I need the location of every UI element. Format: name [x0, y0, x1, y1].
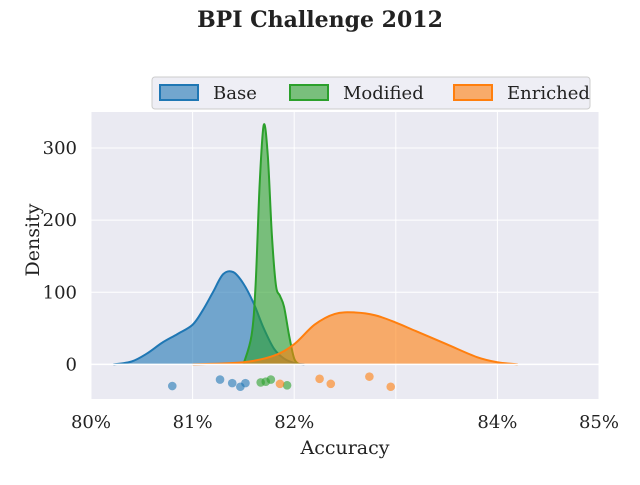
- density-area-enriched: [192, 312, 518, 365]
- density-line-enriched: [192, 311, 518, 366]
- data-point-enriched: [315, 374, 324, 384]
- density-line-modified: [242, 123, 301, 366]
- chart-title: BPI Challenge 2012: [197, 7, 443, 33]
- data-point-modified: [282, 380, 292, 390]
- density-area-modified: [243, 124, 300, 365]
- x-tick-label: 84%: [477, 412, 517, 433]
- legend-swatch-enriched: [453, 84, 493, 101]
- plot-area: 80% 81% 82% 84% 85% 0 100 200 300: [43, 112, 619, 433]
- x-tick-label: 85%: [579, 412, 619, 433]
- data-point-modified: [266, 375, 276, 384]
- x-axis-label: Accuracy: [299, 437, 389, 459]
- legend-label-enriched: Enriched: [507, 83, 590, 104]
- data-point-base: [227, 378, 237, 388]
- legend-label-base: Base: [213, 83, 257, 104]
- y-axis-label: Density: [22, 203, 44, 276]
- data-point-base: [167, 381, 177, 391]
- x-tick-label: 82%: [274, 412, 314, 433]
- legend-swatch-base: [159, 84, 199, 101]
- legend-swatch-modified: [289, 84, 329, 101]
- y-tick-label: 0: [66, 354, 77, 375]
- y-tick-label: 300: [43, 138, 77, 159]
- y-tick-label: 100: [43, 282, 77, 303]
- y-tick-label: 200: [43, 210, 77, 231]
- x-tick-label: 81%: [173, 412, 213, 433]
- data-point-enriched: [365, 372, 374, 381]
- data-point-enriched: [326, 379, 336, 389]
- x-tick-label: 80%: [71, 412, 111, 433]
- data-point-enriched: [386, 382, 396, 392]
- data-point-base: [215, 375, 225, 384]
- data-point-enriched: [275, 379, 285, 389]
- legend: Base Modified Enriched: [151, 76, 591, 110]
- legend-label-modified: Modified: [343, 83, 424, 104]
- data-point-base: [241, 378, 250, 388]
